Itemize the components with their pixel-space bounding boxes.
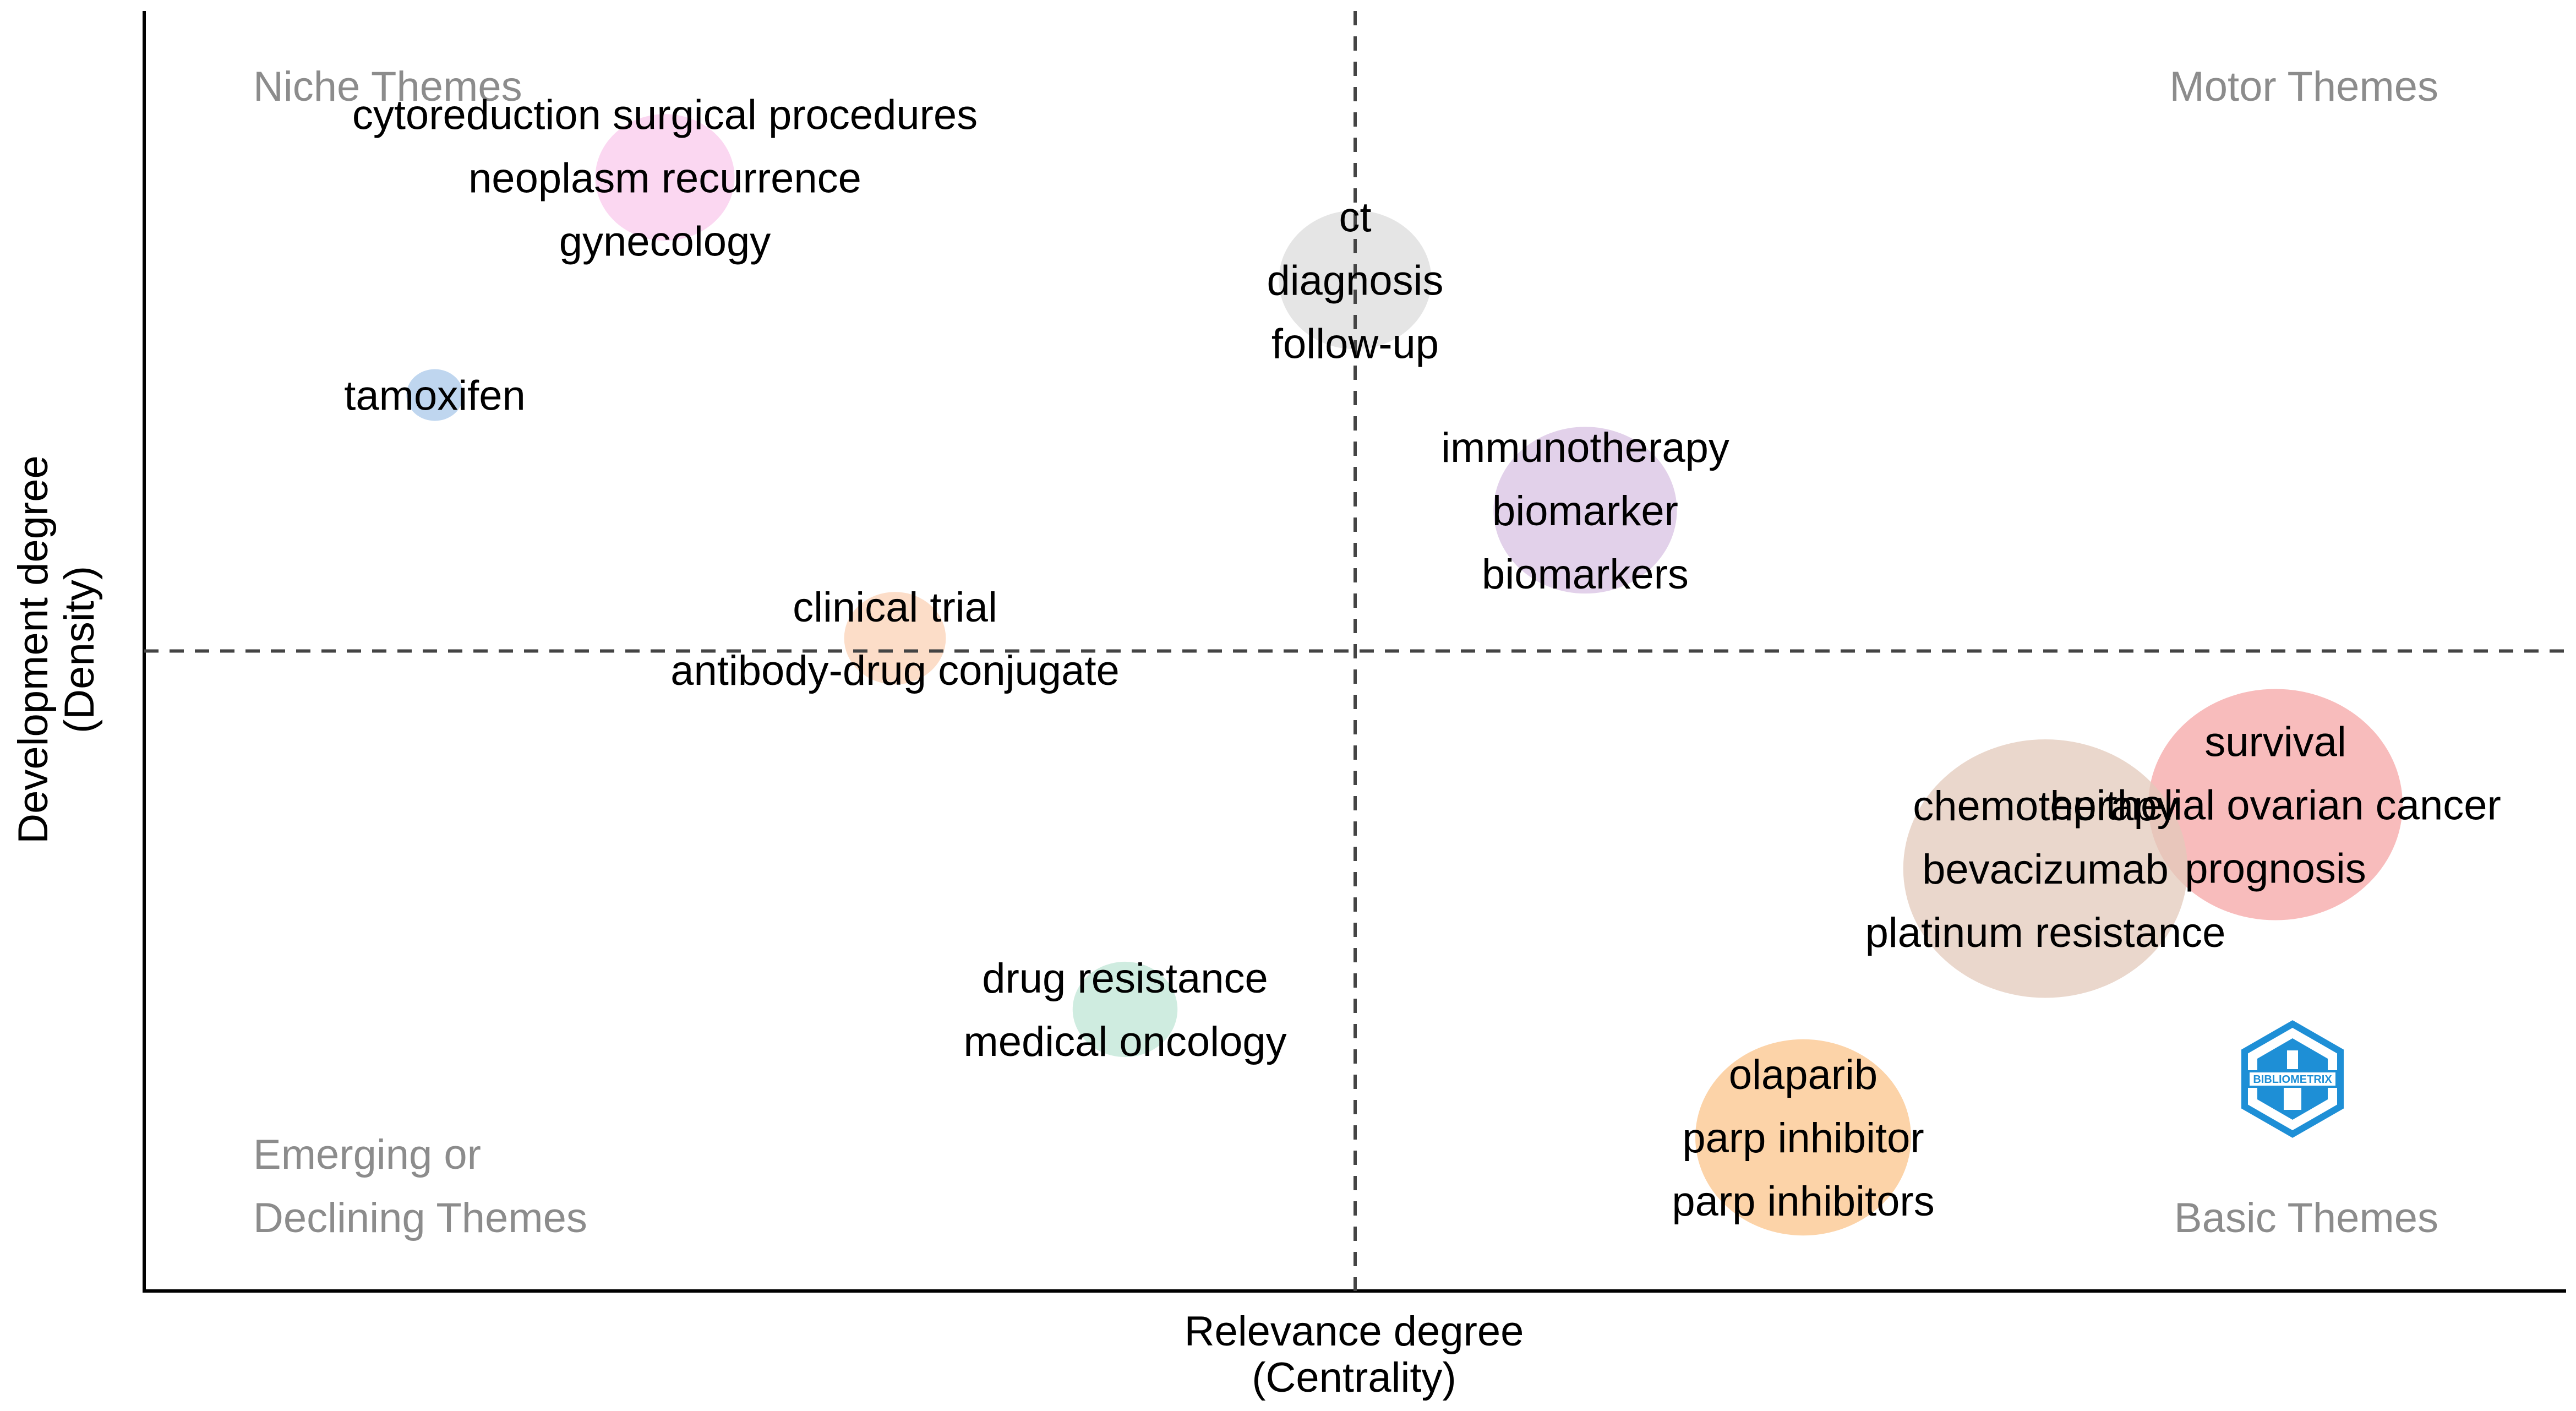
- keyword-label-drug-resistance: drug resistance: [982, 955, 1268, 1002]
- keyword-label-immunotherapy: immunotherapy: [1441, 424, 1729, 471]
- cluster-bubble-ct: [1279, 210, 1432, 350]
- keyword-label-clinical-trial: clinical trial: [793, 584, 997, 631]
- cluster-bubble-cytoreduction: [595, 114, 735, 241]
- keyword-label-chemotherapy: chemotherapy: [1913, 783, 2178, 830]
- keyword-label-antibody-drug-conjugate: antibody-drug conjugate: [670, 647, 1119, 694]
- keyword-label-platinum-resistance: platinum resistance: [1865, 909, 2226, 956]
- logo-banner: [2247, 1070, 2338, 1088]
- keyword-label-bevacizumab: bevacizumab: [1922, 846, 2169, 893]
- quadrant-label-emerging-line-1: Emerging or: [253, 1131, 481, 1178]
- logo-roof: [2287, 1050, 2298, 1069]
- cluster-bubble-drug-resistance: [1072, 961, 1178, 1058]
- keyword-label-neoplasm-recurrence: neoplasm recurrence: [468, 155, 861, 201]
- keyword-label-diagnosis: diagnosis: [1267, 257, 1443, 304]
- quadrant-label-emerging-line-2: Declining Themes: [253, 1195, 587, 1241]
- cluster-bubble-chemotherapy: [1903, 739, 2188, 998]
- keyword-label-follow-up: follow-up: [1271, 320, 1439, 367]
- keyword-label-parp-inhibitors: parp inhibitors: [1672, 1178, 1934, 1225]
- bibliometrix-logo: BIBLIOMETRIX: [2241, 1020, 2344, 1138]
- quadrant-label-niche: Niche Themes: [253, 63, 522, 110]
- x-axis-title-line-1: Relevance degree: [1185, 1308, 1524, 1355]
- logo-text: BIBLIOMETRIX: [2253, 1074, 2332, 1086]
- keyword-label-ct: ct: [1339, 194, 1371, 241]
- quadrant-label-basic: Basic Themes: [2174, 1195, 2438, 1241]
- cluster-bubble-immunotherapy: [1493, 427, 1677, 594]
- x-axis-title-line-2: (Centrality): [1252, 1354, 1456, 1401]
- quadrant-label-motor: Motor Themes: [2169, 63, 2438, 110]
- cluster-bubble-olaparib: [1695, 1039, 1912, 1236]
- cluster-bubble-tamoxifen: [406, 369, 463, 421]
- keyword-label-gynecology: gynecology: [559, 218, 771, 265]
- keyword-label-olaparib: olaparib: [1729, 1052, 1878, 1098]
- keyword-label-cytoreduction-surgical-procedures: cytoreduction surgical procedures: [352, 91, 978, 138]
- keyword-label-tamoxifen: tamoxifen: [344, 373, 526, 420]
- keyword-label-parp-inhibitor: parp inhibitor: [1682, 1115, 1924, 1162]
- keyword-label-biomarker: biomarker: [1492, 488, 1678, 535]
- cluster-bubble-survival: [2148, 689, 2403, 920]
- keyword-label-biomarkers: biomarkers: [1482, 551, 1689, 598]
- keyword-label-epithelial-ovarian-cancer: epithelial ovarian cancer: [2050, 782, 2501, 829]
- keyword-label-medical-oncology: medical oncology: [963, 1018, 1286, 1065]
- y-axis-title-line-2: (Density): [56, 566, 103, 733]
- keyword-label-prognosis: prognosis: [2185, 846, 2366, 892]
- cluster-bubble-clinical-trial: [844, 592, 946, 685]
- y-axis-title-line-1: Development degree: [10, 455, 57, 844]
- keyword-label-survival: survival: [2204, 719, 2346, 766]
- logo-building: [2284, 1088, 2301, 1110]
